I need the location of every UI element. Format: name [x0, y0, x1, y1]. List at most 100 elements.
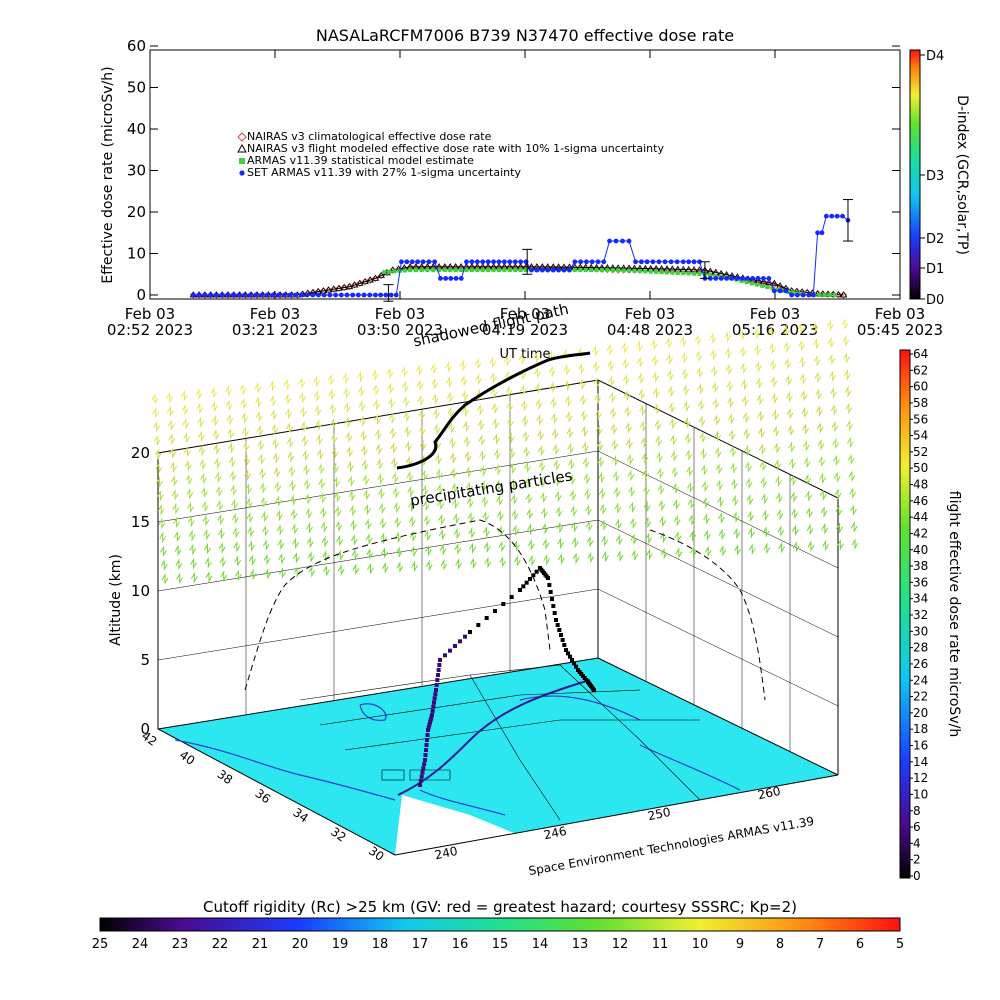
data-point [761, 276, 766, 281]
particle-mark [424, 529, 432, 542]
dose-tick-label: 54 [913, 429, 928, 443]
particle-mark [404, 425, 412, 438]
particle-mark [568, 458, 575, 470]
particle-mark [467, 511, 475, 524]
particle-mark [374, 428, 382, 441]
particle-mark [494, 463, 502, 476]
particle-mark [416, 379, 424, 392]
particle-mark [710, 348, 718, 361]
x-tick-time: 03:50 2023 [357, 321, 443, 339]
particle-mark [506, 401, 514, 413]
flight-point [560, 638, 565, 642]
particle-mark [608, 391, 616, 403]
data-point [692, 271, 697, 276]
particle-mark [302, 464, 310, 476]
data-point [453, 268, 458, 273]
flight-point [432, 700, 436, 705]
dose-tick-label: 50 [913, 461, 928, 475]
data-point [420, 259, 426, 265]
data-point [507, 259, 513, 265]
data-point [475, 268, 480, 273]
dose-tick-label: 52 [913, 445, 928, 459]
y-tick-label: 40 [127, 120, 146, 138]
data-point [512, 259, 518, 265]
dose-tick-label: 12 [913, 771, 928, 785]
flight-point [552, 611, 557, 615]
particle-mark [489, 356, 497, 369]
particle-mark [571, 536, 579, 549]
flight-point [426, 728, 430, 732]
particle-mark [703, 513, 711, 525]
data-point [431, 268, 436, 273]
particle-mark [523, 461, 531, 474]
particle-mark [798, 339, 806, 352]
data-point [739, 276, 745, 281]
flight-point [484, 616, 489, 620]
x-axis-label: UT time [500, 347, 551, 362]
particle-mark [359, 415, 367, 427]
particle-mark [478, 434, 486, 447]
flight-point [443, 653, 447, 658]
particle-mark [505, 385, 513, 398]
data-point [729, 276, 735, 281]
particle-mark [684, 432, 692, 445]
particle-mark [275, 509, 283, 522]
data-point [675, 270, 680, 275]
particle-mark [463, 435, 471, 448]
data-point [281, 292, 287, 298]
particle-mark [220, 570, 228, 582]
particle-mark [273, 466, 281, 479]
particle-mark [615, 534, 623, 546]
dindex-colorbar [909, 49, 921, 300]
particle-mark [601, 550, 609, 563]
particle-mark [827, 336, 835, 349]
flight-point [426, 725, 431, 730]
particle-mark [671, 466, 679, 479]
particle-mark [744, 444, 752, 457]
particle-mark [245, 497, 253, 510]
particle-mark [419, 439, 427, 452]
flight-point [418, 783, 422, 787]
particle-mark [156, 476, 164, 488]
particle-mark [719, 544, 727, 557]
data-point [392, 269, 397, 274]
particle-mark [557, 537, 565, 550]
particle-mark [758, 443, 766, 456]
particle-mark [225, 399, 233, 412]
particle-mark [843, 368, 851, 381]
data-point [264, 292, 270, 298]
particle-mark [657, 483, 665, 496]
particle-mark [347, 475, 355, 487]
particle-mark [687, 497, 695, 510]
data-point [474, 259, 480, 265]
particle-mark [203, 528, 211, 541]
particle-mark [777, 525, 785, 537]
particle-mark [668, 401, 676, 414]
data-point [783, 288, 789, 294]
dose-tick-label: 56 [913, 412, 928, 426]
particle-mark [189, 543, 197, 556]
particle-mark [403, 410, 411, 423]
particle-mark [153, 434, 161, 447]
data-point [415, 259, 421, 265]
particle-mark [731, 478, 738, 491]
data-point [361, 277, 369, 285]
particle-mark [372, 384, 380, 396]
particle-mark [739, 345, 747, 358]
dose-tick-label: 22 [913, 690, 928, 704]
particle-mark [446, 391, 454, 404]
data-point [507, 268, 512, 273]
data-point [755, 276, 761, 281]
flight-path [418, 566, 596, 787]
particle-mark [423, 514, 431, 527]
particle-mark [464, 451, 472, 463]
particle-mark [454, 543, 462, 555]
particle-mark [364, 518, 372, 531]
particle-mark [513, 539, 520, 552]
data-point [697, 259, 702, 265]
particle-mark [230, 484, 238, 497]
particle-mark [683, 400, 691, 413]
particle-mark [814, 371, 822, 384]
data-point [621, 268, 626, 273]
rc-tick-label: 22 [212, 937, 229, 952]
